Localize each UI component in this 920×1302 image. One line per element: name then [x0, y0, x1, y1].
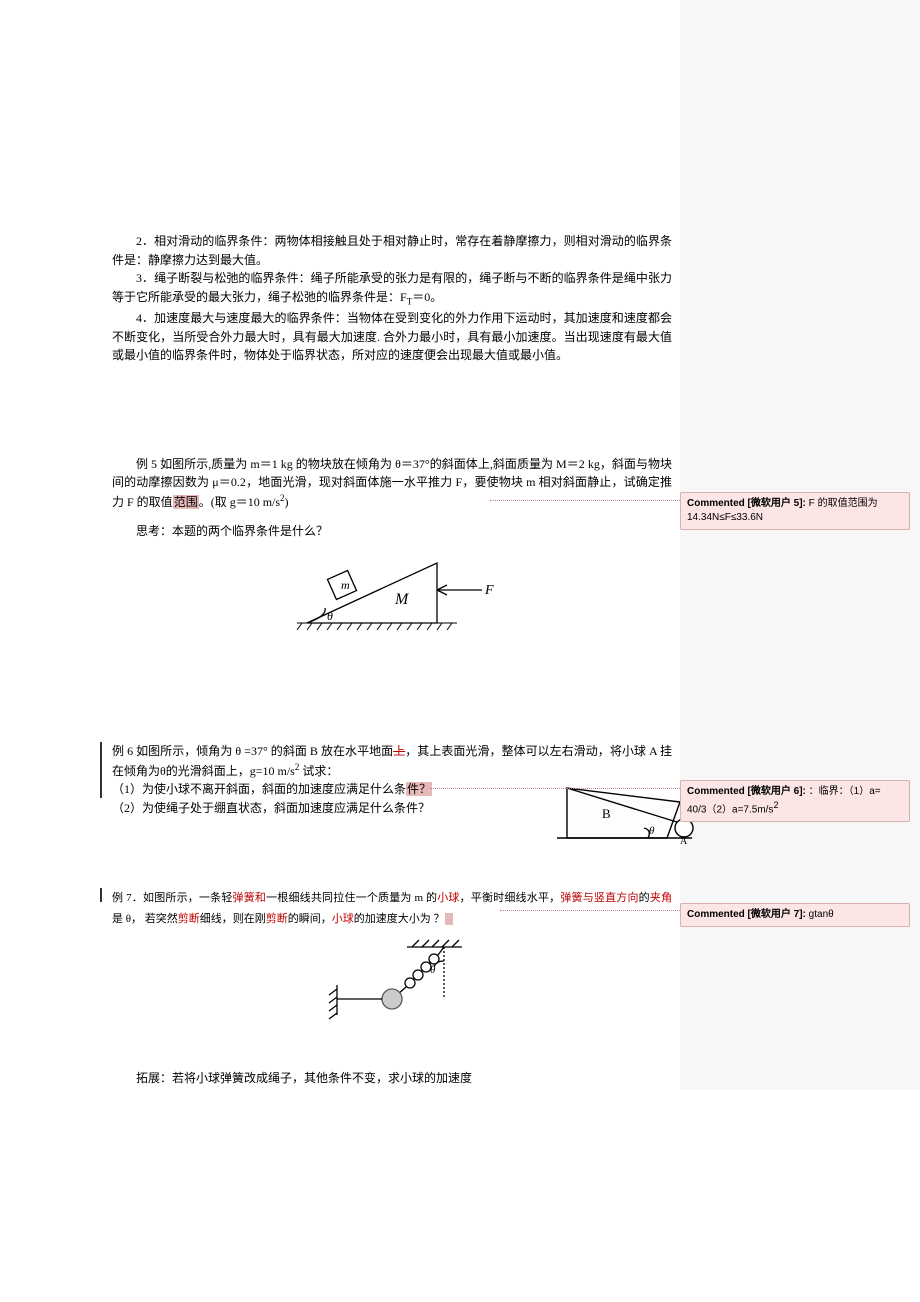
highlighted-text: 范围	[173, 495, 199, 509]
label-A: A	[680, 836, 688, 847]
comment-text: ：临界：（1）a=	[806, 786, 881, 797]
comment-7[interactable]: Commented [微软用户 7]: gtanθ	[680, 903, 910, 927]
text: 一根细线共同拉住一个质量为 m 的	[266, 892, 437, 904]
example-7-extension: 拓展：若将小球弹簧改成绳子，其他条件不变，求小球的加速度	[112, 1069, 672, 1088]
paragraph-4: 4．加速度最大与速度最大的临界条件：当物体在受到变化的外力作用下运动时，其加速度…	[112, 309, 672, 365]
comment-connector	[430, 788, 680, 789]
text: 的瞬间，	[288, 913, 332, 925]
comment-text: F 的取值范围为	[806, 498, 878, 509]
text: 。(取 g＝10 m/s	[199, 495, 280, 509]
label-theta: θ	[327, 609, 333, 623]
example-5: 例 5 如图所示,质量为 m＝1 kg 的物块放在倾角为 θ＝37°的斜面体上,…	[112, 455, 672, 512]
text: ＝0。	[412, 290, 442, 304]
inserted-text: 弹簧和	[233, 892, 267, 904]
paragraph-2: 2．相对滑动的临界条件：两物体相接触且处于相对静止时，常存在着静摩擦力，则相对滑…	[112, 232, 672, 269]
inserted-text: 夹角	[650, 892, 672, 904]
label-F: F	[484, 583, 494, 598]
figure-example-7: θ	[312, 937, 472, 1037]
comment-label: Commented [微软用户 7]:	[687, 909, 806, 920]
track-change-bar	[100, 888, 102, 902]
comment-5[interactable]: Commented [微软用户 5]: F 的取值范围为 14.34N≤F≤33…	[680, 492, 910, 530]
document-body: 2．相对滑动的临界条件：两物体相接触且处于相对静止时，常存在着静摩擦力，则相对滑…	[112, 0, 672, 1088]
superscript: 2	[773, 800, 778, 810]
label-m: m	[341, 578, 350, 592]
inserted-text: 小球	[437, 892, 459, 904]
track-change-bar	[100, 742, 102, 798]
text: 例 6 如图所示，倾角为 θ =37° 的斜面 B 放在水平地面	[112, 744, 393, 758]
text: 例 7．如图所示，一条轻	[112, 892, 233, 904]
comment-text: gtanθ	[806, 909, 834, 920]
label-B: B	[602, 806, 611, 821]
label-theta: θ	[430, 964, 436, 976]
comment-text: 40/3（2）a=7.5m/s	[687, 804, 773, 815]
label-M: M	[394, 591, 410, 608]
comment-anchor	[445, 913, 453, 925]
deleted-text: 上	[393, 744, 405, 758]
inserted-text: 剪断	[266, 913, 288, 925]
comment-connector	[500, 910, 680, 911]
label-theta: θ	[649, 825, 655, 837]
inserted-text: 剪断	[178, 913, 200, 925]
inserted-text: 弹簧与竖直方向	[560, 892, 638, 904]
comment-6[interactable]: Commented [微软用户 6]: ：临界：（1）a= 40/3（2）a=7…	[680, 780, 910, 822]
inserted-text: 小球	[332, 913, 354, 925]
text: 试求：	[299, 764, 338, 778]
text: 3．绳子断裂与松弛的临界条件：绳子所能承受的张力是有限的，绳子断与不断的临界条件…	[112, 271, 672, 304]
text: 是 θ， 若突然	[112, 913, 178, 925]
text: ，平衡时细线水平，	[460, 892, 561, 904]
comment-text: 14.34N≤F≤33.6N	[687, 512, 763, 523]
text: 的	[639, 892, 650, 904]
text: 细线，则在刚	[200, 913, 266, 925]
example-6: 例 6 如图所示，倾角为 θ =37° 的斜面 B 放在水平地面上，其上表面光滑…	[112, 742, 672, 780]
text: )	[285, 495, 289, 509]
comment-connector	[490, 500, 680, 501]
text: 的加速度大小为 ？	[354, 913, 445, 925]
comment-label: Commented [微软用户 5]:	[687, 498, 806, 509]
example-5-think: 思考：本题的两个临界条件是什么？	[112, 522, 672, 541]
text: （1）为使小球不离开斜面，斜面的加速度应满足什么条	[112, 782, 406, 796]
highlighted-text: 件？	[406, 782, 432, 796]
example-7: 例 7．如图所示，一条轻弹簧和一根细线共同拉住一个质量为 m 的小球，平衡时细线…	[112, 888, 672, 930]
paragraph-3: 3．绳子断裂与松弛的临界条件：绳子所能承受的张力是有限的，绳子断与不断的临界条件…	[112, 269, 672, 309]
comment-label: Commented [微软用户 6]:	[687, 786, 806, 797]
figure-example-5: m M θ F	[287, 548, 497, 638]
